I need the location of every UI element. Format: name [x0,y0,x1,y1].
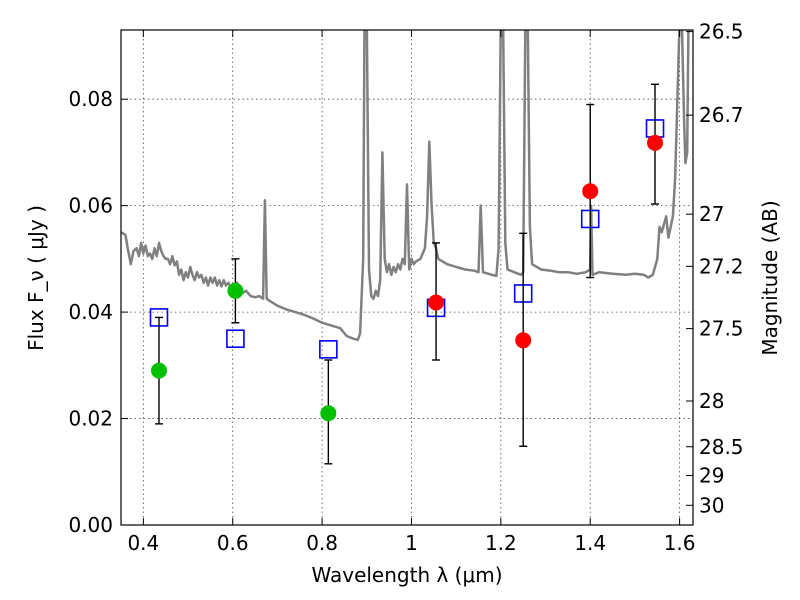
right-tick-label: 28.5 [699,435,744,459]
x-tick-label: 0.6 [217,531,249,555]
y-tick-label: 0.08 [68,87,113,111]
green-detections-point [320,405,337,422]
red-detections-point [515,332,532,349]
grid [121,30,693,525]
right-tick-label: 27 [699,202,724,226]
y-tick-label: 0.04 [68,300,113,324]
right-axis-label: Magnitude (AB) [758,200,782,355]
red-detections-point [428,294,445,311]
right-tick-label: 29 [699,464,724,488]
x-tick-label: 1.6 [664,531,696,555]
right-tick-label: 30 [699,493,724,517]
right-tick-label: 26.5 [699,20,744,44]
right-tick-label: 27.5 [699,317,744,341]
markers-group [149,83,665,465]
y-axis-ticks: 0.00 0.02 0.04 0.06 0.08 [68,87,128,537]
plot-frame [120,29,694,526]
x-tick-label: 1.4 [574,531,606,555]
y-tick-label: 0.06 [68,194,113,218]
green-detections-point [227,282,244,299]
x-tick-label: 1.2 [485,531,517,555]
right-axis-ticks: 26.5 26.7 27 27.2 27.5 28 28.5 29 30 [686,20,744,517]
right-tick-label: 26.7 [699,103,744,127]
x-axis-ticks: 0.4 0.6 0.8 1 1.2 1.4 1.6 [127,30,696,555]
model-point-square [319,340,338,359]
model-sed-curve-group [121,30,690,342]
x-axis-label: Wavelength λ (μm) [311,563,502,587]
model-sed-line [121,30,690,342]
y-tick-label: 0.02 [68,407,113,431]
right-tick-label: 28 [699,389,724,413]
model-point-square [226,329,245,349]
x-tick-label: 0.4 [127,531,159,555]
y-tick-label: 0.00 [68,513,113,537]
x-tick-label: 1 [405,531,418,555]
red-detections-point [582,183,599,200]
y-axis-label: Flux F_ν ( μJy ) [24,205,48,351]
red-detections-point [647,134,664,151]
right-tick-label: 27.2 [699,254,744,278]
x-tick-label: 0.8 [306,531,338,555]
green-detections-point [150,362,167,379]
